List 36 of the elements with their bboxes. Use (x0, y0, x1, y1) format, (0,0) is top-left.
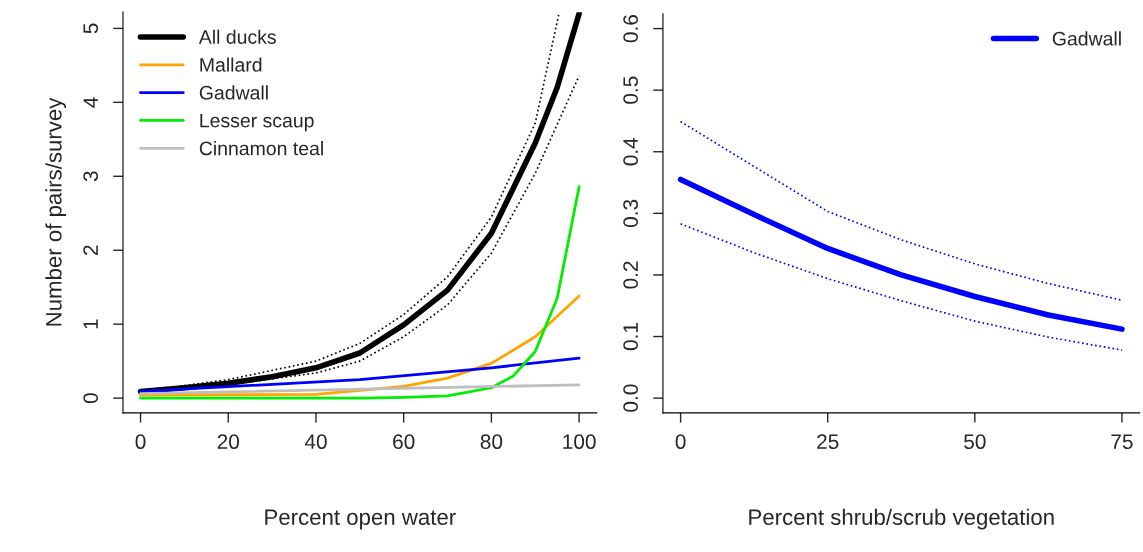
y-axis-title: Number of pairs/survey (45, 97, 67, 326)
x-tick-label: 25 (817, 434, 839, 450)
y-tick-label: 4 (83, 97, 98, 108)
line-series (679, 222, 1123, 351)
x-tick-label: 100 (563, 434, 596, 450)
line-series (139, 356, 581, 393)
legend-label: Gadwall (1052, 31, 1121, 46)
x-tick-label: 40 (304, 434, 327, 450)
x-tick-label: 20 (217, 434, 240, 450)
y-tick-label: 0.3 (623, 199, 638, 228)
y-tick-label: 3 (83, 171, 99, 182)
x-tick-label: 0 (675, 434, 686, 450)
line-series (139, 185, 581, 400)
x-tick-label: 75 (1111, 434, 1133, 450)
y-tick-label: 0.1 (623, 323, 638, 351)
y-tick-label: 0 (83, 393, 99, 404)
y-tick-label: 5 (83, 23, 99, 34)
legend-label: All ducks (198, 29, 276, 44)
x-tick-label: 0 (135, 434, 146, 450)
legend-label: Lesser scaup (200, 113, 314, 132)
x-axis-title: Percent open water (265, 509, 456, 530)
y-tick-label: 0.0 (623, 384, 638, 412)
legend-label: Cinnamon teal (199, 141, 323, 156)
y-tick-label: 0.4 (623, 137, 638, 166)
x-tick-label: 50 (964, 434, 986, 450)
legend-label: Gadwall (199, 85, 268, 100)
y-tick-label: 2 (83, 245, 98, 255)
y-tick-label: 0.2 (623, 261, 638, 289)
legend-label: Mallard (200, 57, 262, 72)
line-series (679, 120, 1123, 302)
x-axis-title: Percent shrub/scrub vegetation (749, 508, 1054, 530)
x-tick-label: 80 (480, 434, 503, 450)
x-tick-label: 60 (393, 434, 415, 450)
y-tick-label: 0.6 (623, 15, 638, 43)
y-tick-label: 0.5 (623, 76, 638, 104)
y-tick-label: 1 (83, 319, 98, 329)
